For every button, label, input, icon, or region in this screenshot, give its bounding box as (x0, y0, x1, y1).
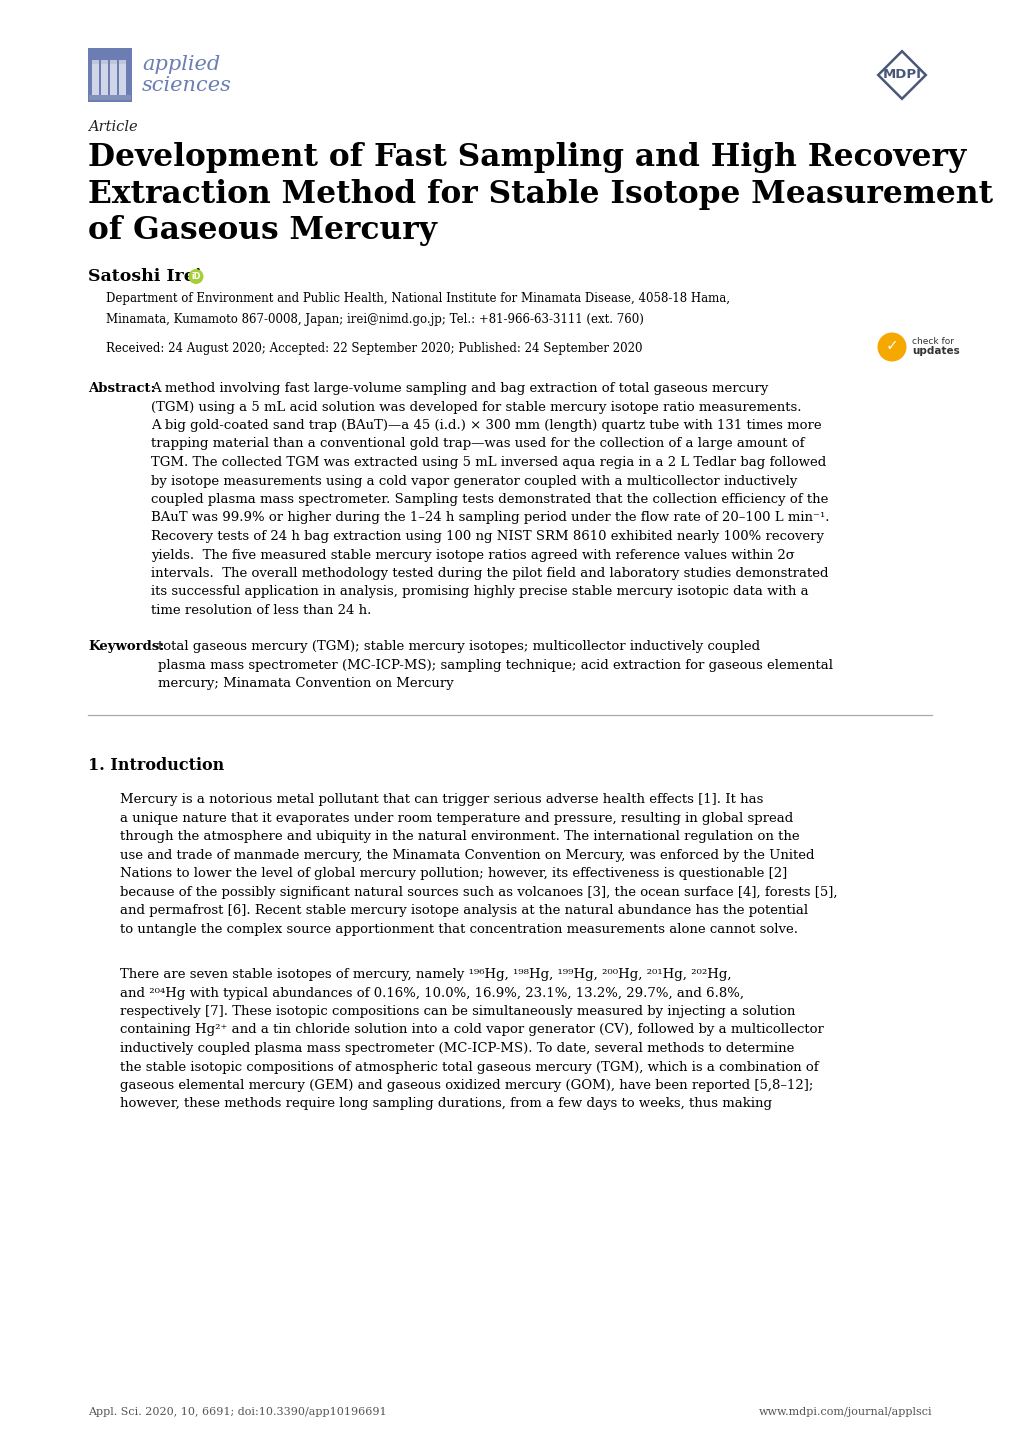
Text: Development of Fast Sampling and High Recovery: Development of Fast Sampling and High Re… (88, 141, 965, 173)
Text: 1. Introduction: 1. Introduction (88, 757, 224, 774)
Text: Appl. Sci. 2020, 10, 6691; doi:10.3390/app10196691: Appl. Sci. 2020, 10, 6691; doi:10.3390/a… (88, 1407, 386, 1417)
Bar (110, 61, 117, 65)
Bar (88, 48, 131, 102)
Text: ✓: ✓ (884, 339, 898, 353)
Text: Minamata, Kumamoto 867-0008, Japan; irei@nimd.go.jp; Tel.: +81-966-63-3111 (ext.: Minamata, Kumamoto 867-0008, Japan; irei… (106, 313, 643, 326)
Text: Keywords:: Keywords: (88, 640, 164, 653)
Text: Department of Environment and Public Health, National Institute for Minamata Dis: Department of Environment and Public Hea… (106, 291, 730, 306)
Bar (92, 61, 99, 65)
Text: Extraction Method for Stable Isotope Measurement: Extraction Method for Stable Isotope Mea… (88, 179, 993, 209)
Text: sciences: sciences (142, 76, 231, 95)
Text: applied: applied (142, 55, 220, 74)
Text: MDPI: MDPI (881, 69, 920, 82)
Bar (119, 61, 126, 65)
Text: Mercury is a notorious metal pollutant that can trigger serious adverse health e: Mercury is a notorious metal pollutant t… (120, 793, 837, 936)
Bar (89, 95, 130, 99)
Text: Article: Article (88, 120, 138, 134)
Bar (119, 65, 126, 98)
Bar (101, 61, 108, 65)
Text: There are seven stable isotopes of mercury, namely ¹⁹⁶Hg, ¹⁹⁸Hg, ¹⁹⁹Hg, ²⁰⁰Hg, ²: There are seven stable isotopes of mercu… (120, 968, 823, 1110)
Text: Received: 24 August 2020; Accepted: 22 September 2020; Published: 24 September 2: Received: 24 August 2020; Accepted: 22 S… (106, 342, 642, 355)
Text: iD: iD (192, 273, 201, 281)
Circle shape (189, 270, 204, 284)
Text: updates: updates (912, 346, 959, 356)
Text: www.mdpi.com/journal/applsci: www.mdpi.com/journal/applsci (758, 1407, 931, 1417)
Circle shape (876, 333, 906, 362)
Bar (110, 65, 117, 98)
Text: total gaseous mercury (TGM); stable mercury isotopes; multicollector inductively: total gaseous mercury (TGM); stable merc… (158, 640, 833, 691)
Text: Satoshi Irei: Satoshi Irei (88, 268, 202, 286)
Text: Abstract:: Abstract: (88, 382, 155, 395)
Text: check for: check for (912, 336, 954, 346)
Text: A method involving fast large-volume sampling and bag extraction of total gaseou: A method involving fast large-volume sam… (151, 382, 828, 617)
Bar (92, 65, 99, 98)
Bar (101, 65, 108, 98)
Text: of Gaseous Mercury: of Gaseous Mercury (88, 215, 436, 247)
